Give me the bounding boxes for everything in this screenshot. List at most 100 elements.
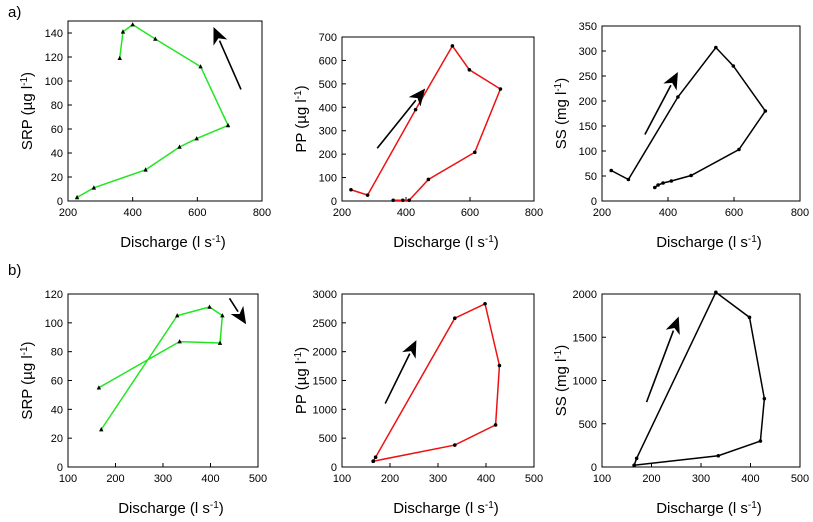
data-point (220, 313, 225, 318)
x-tick-label: 100 (333, 473, 351, 485)
data-point (96, 385, 102, 390)
data-point (483, 302, 487, 306)
data-point (207, 304, 212, 309)
x-tick-label: 200 (593, 207, 611, 219)
direction-arrow-head (402, 340, 417, 359)
direction-arrow-head (663, 72, 678, 91)
x-axis-label: Discharge (l s-1) (656, 500, 762, 518)
data-point (177, 144, 182, 149)
data-point (716, 453, 721, 458)
y-tick-label: 40 (51, 148, 63, 160)
data-point (143, 167, 148, 172)
panel-label-a: a) (8, 4, 22, 21)
direction-arrow (376, 99, 417, 149)
chart-panel-5: 100 200 300 400 500 0 500 1000 1500 2000 2500 3000 D… (293, 289, 544, 517)
data-point (467, 68, 472, 72)
x-tick-label: 600 (461, 207, 479, 219)
panel-label-b: b) (8, 262, 22, 279)
data-point (758, 439, 763, 443)
data-point (676, 95, 680, 99)
y-tick-label: 500 (579, 419, 597, 431)
y-tick-label: 0 (591, 196, 597, 208)
data-point (450, 44, 455, 48)
data-point (656, 183, 660, 187)
x-tick-label: 500 (525, 473, 543, 485)
data-point (194, 136, 199, 141)
data-point (453, 316, 457, 321)
data-point (493, 423, 498, 427)
x-tick-label: 200 (333, 207, 351, 219)
data-point (669, 179, 674, 183)
y-tick-label: 200 (579, 96, 597, 108)
x-tick-label: 300 (429, 473, 447, 485)
chart-panel-6: 100 200 300 400 500 0 500 1000 1500 2000 Discharge… (553, 289, 810, 517)
data-point (130, 22, 135, 27)
y-tick-label: 700 (319, 32, 337, 44)
y-tick-label: 40 (51, 404, 63, 416)
y-tick-label: 600 (319, 55, 337, 67)
y-tick-label: 200 (319, 149, 337, 161)
y-tick-label: 1500 (313, 376, 337, 388)
x-axis-label: Discharge (l s-1) (393, 234, 499, 252)
data-point (225, 122, 231, 128)
x-tick-label: 200 (59, 207, 77, 219)
series-line (76, 23, 230, 199)
y-tick-label: 80 (51, 347, 63, 359)
direction-arrow (218, 40, 242, 90)
y-tick-label: 2500 (313, 318, 337, 330)
x-tick-label: 100 (593, 473, 611, 485)
direction-arrow (644, 84, 672, 135)
data-point (401, 198, 405, 203)
series-line (98, 306, 224, 430)
y-tick-label: 250 (579, 71, 597, 83)
x-axis-label: Discharge (l s-1) (118, 500, 224, 518)
direction-arrow-head (213, 27, 228, 46)
data-point (371, 459, 376, 464)
plot-frame (341, 293, 535, 468)
y-tick-label: 300 (319, 126, 337, 138)
data-point (217, 340, 223, 345)
data-point (498, 87, 503, 91)
y-tick-label: 20 (51, 172, 63, 184)
y-tick-label: 2000 (573, 289, 597, 301)
x-tick-label: 600 (188, 207, 206, 219)
series-line (350, 44, 502, 202)
series-line (610, 46, 767, 189)
data-point (99, 427, 104, 432)
x-tick-label: 400 (123, 207, 141, 219)
data-point (497, 363, 502, 368)
data-point (175, 313, 180, 318)
plot-frame (67, 20, 263, 202)
y-tick-label: 1000 (313, 404, 337, 416)
y-tick-label: 0 (591, 462, 597, 474)
data-point (473, 150, 477, 155)
data-point (747, 315, 752, 320)
x-axis-label: Discharge (l s-1) (393, 500, 499, 518)
y-tick-label: 1500 (573, 332, 597, 344)
series-line (633, 291, 766, 467)
x-tick-label: 200 (642, 473, 660, 485)
y-axis-label: SS (mg l-1) (553, 78, 571, 149)
data-point (714, 45, 718, 50)
data-point (762, 396, 767, 401)
x-tick-label: 500 (249, 473, 267, 485)
y-axis-label: SRP (µg l-1) (19, 341, 37, 419)
data-point (626, 177, 631, 182)
y-axis-label: PP (µg l-1) (293, 85, 311, 152)
chart-panel-4: 100 200 300 400 500 0 20 40 60 80 100 120 Discharge … (19, 289, 268, 517)
y-axis-label: SS (mg l-1) (553, 345, 571, 416)
y-tick-label: 20 (51, 433, 63, 445)
data-point (632, 463, 636, 468)
direction-arrow (384, 353, 411, 404)
data-point (689, 173, 693, 178)
y-tick-label: 0 (57, 462, 63, 474)
x-axis-label: Discharge (l s-1) (120, 234, 226, 252)
y-tick-label: 50 (585, 171, 597, 183)
y-tick-label: 500 (319, 433, 337, 445)
data-point (763, 109, 768, 113)
x-tick-label: 800 (525, 207, 543, 219)
data-point (391, 198, 396, 203)
plot-frame (341, 36, 535, 202)
y-tick-label: 150 (579, 121, 597, 133)
